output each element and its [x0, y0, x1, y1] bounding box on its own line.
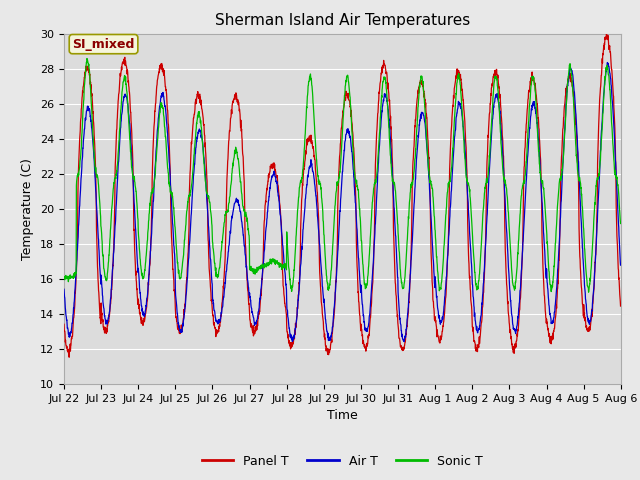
- Text: SI_mixed: SI_mixed: [72, 37, 135, 50]
- Legend: Panel T, Air T, Sonic T: Panel T, Air T, Sonic T: [196, 450, 488, 473]
- Y-axis label: Temperature (C): Temperature (C): [22, 158, 35, 260]
- Title: Sherman Island Air Temperatures: Sherman Island Air Temperatures: [215, 13, 470, 28]
- X-axis label: Time: Time: [327, 409, 358, 422]
